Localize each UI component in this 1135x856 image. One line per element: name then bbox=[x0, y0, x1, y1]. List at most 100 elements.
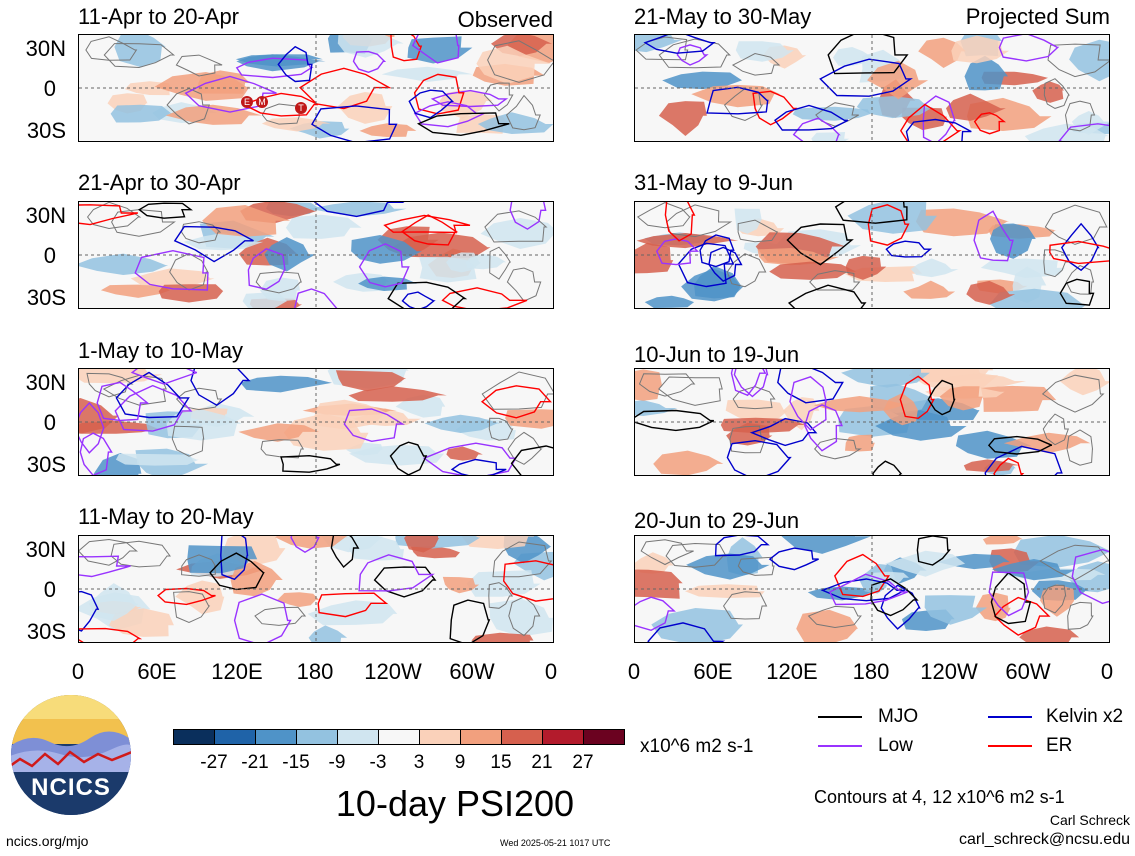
colorbar-tick-label: -15 bbox=[282, 752, 310, 773]
filter-contour bbox=[899, 375, 935, 420]
filter-contour bbox=[973, 112, 1007, 135]
colorbar-swatch bbox=[583, 729, 625, 745]
filter-contour bbox=[441, 287, 528, 308]
filter-contour bbox=[973, 210, 1014, 262]
filter-contour bbox=[79, 555, 131, 578]
storm-marker-e: E bbox=[241, 96, 253, 108]
panel-note-projected: Projected Sum bbox=[965, 4, 1110, 29]
logo-text: NCICS bbox=[31, 774, 111, 801]
anomaly-shading bbox=[1032, 81, 1064, 103]
map-field bbox=[635, 202, 1109, 308]
site-url: ncics.org/mjo bbox=[6, 833, 89, 849]
filter-contour bbox=[922, 95, 956, 141]
filter-contour bbox=[998, 35, 1060, 62]
coastline bbox=[110, 540, 171, 568]
filter-contour bbox=[79, 432, 113, 475]
colorbar-swatch bbox=[419, 729, 461, 745]
filter-contour bbox=[209, 552, 265, 591]
filter-contour bbox=[1071, 548, 1109, 605]
anomaly-shading bbox=[966, 280, 1016, 305]
coastline bbox=[658, 38, 731, 69]
legend-low-label: Low bbox=[878, 735, 913, 756]
filter-contour bbox=[804, 404, 843, 452]
colorbar-swatch bbox=[337, 729, 379, 745]
filter-contour bbox=[157, 587, 216, 606]
filter-contour bbox=[173, 225, 254, 263]
lat-label-30n: 30N bbox=[25, 537, 66, 562]
filter-contour bbox=[400, 214, 459, 246]
filter-contour bbox=[130, 369, 198, 385]
coastline bbox=[1066, 429, 1094, 466]
lat-label-eq: 0 bbox=[43, 410, 56, 435]
coastline bbox=[488, 582, 514, 609]
anomaly-shading bbox=[910, 258, 959, 278]
coastline bbox=[505, 94, 541, 131]
legend-mjo-line bbox=[818, 716, 862, 718]
filter-contour bbox=[480, 385, 552, 419]
coastline bbox=[1065, 265, 1095, 295]
coastline bbox=[86, 372, 134, 398]
filter-contour bbox=[1059, 278, 1095, 306]
filter-contour bbox=[706, 86, 769, 115]
coastline bbox=[489, 246, 512, 280]
filter-contour bbox=[664, 202, 696, 242]
anomaly-shading bbox=[154, 72, 250, 101]
legend-er-label: ER bbox=[1046, 735, 1073, 756]
filter-contour bbox=[714, 536, 770, 557]
anomaly-shading bbox=[407, 36, 473, 64]
filter-contour bbox=[655, 238, 700, 266]
anomaly-shading bbox=[980, 385, 1057, 412]
filter-contour bbox=[138, 202, 193, 219]
lon-label-120w: 120W bbox=[364, 659, 422, 684]
anomaly-shading bbox=[166, 409, 242, 441]
anomaly-shading bbox=[337, 35, 404, 58]
filter-contour bbox=[190, 369, 251, 407]
anomaly-shading bbox=[939, 386, 983, 411]
filter-contour bbox=[749, 417, 818, 447]
map-field bbox=[79, 35, 553, 141]
filter-contour bbox=[373, 566, 437, 598]
filter-contour bbox=[114, 384, 193, 432]
filter-contour bbox=[290, 536, 320, 554]
map-panel-2 bbox=[78, 201, 554, 309]
coastline bbox=[492, 541, 553, 578]
filter-contour bbox=[115, 371, 190, 419]
coastline bbox=[726, 253, 767, 288]
lon-label-0: 0 bbox=[71, 659, 85, 684]
filter-contour bbox=[280, 454, 341, 473]
filter-contour bbox=[787, 284, 867, 308]
anomaly-shading bbox=[653, 450, 724, 475]
filter-contour bbox=[993, 596, 1051, 636]
filter-contour bbox=[352, 50, 387, 74]
filter-contour bbox=[708, 246, 743, 282]
legend-kelvin-line bbox=[988, 716, 1032, 718]
anomaly-shading bbox=[924, 595, 988, 625]
anomaly-shading bbox=[466, 570, 541, 597]
panel-title-5: 21-May to 30-May bbox=[634, 4, 812, 29]
filter-contour bbox=[867, 204, 910, 246]
anomaly-shading bbox=[285, 214, 362, 239]
colorbar-tick-label: -3 bbox=[369, 752, 387, 773]
map-field bbox=[79, 369, 553, 475]
filter-contour bbox=[430, 89, 509, 108]
filter-contour bbox=[293, 288, 338, 308]
coastline bbox=[255, 271, 302, 294]
anomaly-shading bbox=[109, 608, 174, 637]
coastline bbox=[169, 252, 209, 291]
coastline bbox=[729, 425, 766, 454]
map-field bbox=[79, 536, 553, 642]
filter-contour bbox=[358, 554, 435, 592]
legend-mjo-label: MJO bbox=[878, 706, 919, 727]
anomaly-shading bbox=[471, 632, 534, 642]
storm-marker-t: T bbox=[295, 102, 307, 114]
map-panel-6 bbox=[634, 201, 1110, 309]
anomaly-shading bbox=[337, 92, 393, 124]
anomaly-shading bbox=[307, 600, 398, 626]
coastline bbox=[175, 387, 223, 411]
anomaly-shading bbox=[635, 552, 674, 574]
panel-title-7: 10-Jun to 19-Jun bbox=[634, 342, 800, 367]
anomaly-shading bbox=[635, 35, 683, 53]
anomaly-shading bbox=[735, 41, 794, 62]
filter-contour bbox=[298, 67, 392, 110]
filter-contour bbox=[450, 458, 507, 475]
